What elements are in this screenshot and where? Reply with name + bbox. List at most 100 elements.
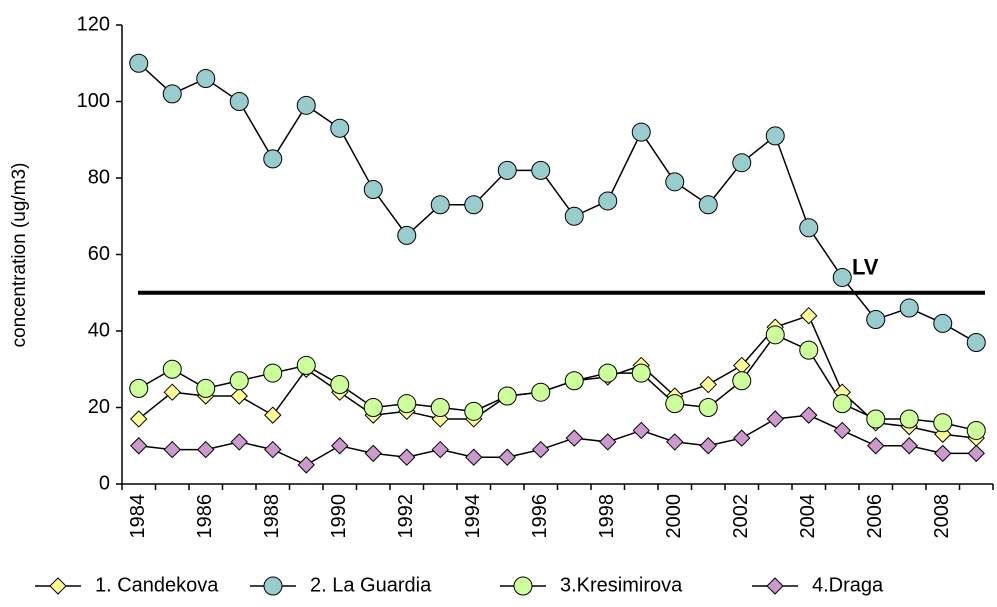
data-point <box>632 421 650 440</box>
x-tick-label: 1992 <box>395 494 417 539</box>
data-point <box>263 149 283 169</box>
y-tick-label: 20 <box>88 396 110 418</box>
data-point <box>497 386 517 406</box>
data-point <box>296 95 316 115</box>
y-tick-label: 100 <box>77 90 110 112</box>
data-point <box>866 310 886 330</box>
data-point <box>967 444 985 463</box>
data-point <box>699 375 717 394</box>
data-point <box>732 371 752 391</box>
data-point <box>296 355 316 375</box>
data-point <box>598 363 618 383</box>
data-point <box>497 160 517 180</box>
data-point <box>162 359 182 379</box>
data-point <box>765 325 785 345</box>
x-tick-label: 2006 <box>864 494 886 539</box>
legend-marker <box>263 576 283 596</box>
data-point <box>765 126 785 146</box>
y-tick-label: 80 <box>88 166 110 188</box>
data-point <box>832 267 852 287</box>
x-tick-label: 1996 <box>529 494 551 539</box>
legend-marker <box>513 576 533 596</box>
data-point <box>866 409 886 429</box>
data-point <box>130 410 148 428</box>
data-point <box>363 179 383 199</box>
series-line <box>138 62 977 344</box>
data-point <box>899 298 919 318</box>
data-point <box>330 118 350 138</box>
x-tick-label: 2008 <box>931 494 953 539</box>
data-point <box>264 406 282 424</box>
x-tick-label: 1986 <box>194 494 216 539</box>
x-tick-label: 2002 <box>730 494 752 539</box>
legend-marker <box>766 577 784 595</box>
data-point <box>867 437 885 455</box>
data-point <box>665 172 685 192</box>
data-point <box>264 440 282 459</box>
legend-label: 4.Draga <box>812 574 884 596</box>
data-point <box>162 84 182 104</box>
data-point <box>899 409 919 429</box>
x-tick-label: 1984 <box>127 494 149 539</box>
data-point <box>230 433 248 451</box>
series-line <box>138 333 977 432</box>
data-point <box>430 398 450 417</box>
legend-label: 1. Candekova <box>95 574 219 596</box>
data-point <box>364 444 382 463</box>
y-tick-label: 120 <box>77 13 110 35</box>
series-line <box>138 414 977 466</box>
data-point <box>934 444 952 463</box>
limit-label: LV <box>852 255 879 280</box>
data-point <box>800 306 818 325</box>
data-point <box>196 69 216 89</box>
data-point <box>464 195 484 215</box>
legend-label: 3.Kresimirova <box>560 574 683 596</box>
data-point <box>331 437 349 455</box>
data-point <box>565 429 583 447</box>
x-tick-label: 2004 <box>797 494 819 539</box>
data-point <box>163 383 181 401</box>
data-point <box>631 363 651 383</box>
legend-marker <box>49 577 67 595</box>
x-tick-label: 1994 <box>462 494 484 539</box>
data-point <box>430 195 450 215</box>
data-point <box>799 340 819 360</box>
data-point <box>398 448 416 466</box>
x-tick-label: 1988 <box>261 494 283 539</box>
data-point <box>163 440 181 459</box>
data-point <box>598 191 618 211</box>
data-point <box>197 440 215 459</box>
data-point <box>599 433 617 451</box>
data-point <box>832 394 852 414</box>
data-point <box>130 437 148 455</box>
data-point <box>531 160 551 180</box>
data-point <box>766 410 784 428</box>
data-point <box>532 440 550 459</box>
data-point <box>129 53 149 73</box>
data-point <box>699 437 717 455</box>
data-point <box>631 122 651 142</box>
data-point <box>665 394 685 414</box>
data-point <box>966 420 986 440</box>
data-point <box>900 437 918 455</box>
data-point <box>229 92 249 111</box>
data-point <box>431 440 449 459</box>
data-point <box>732 153 752 173</box>
data-point <box>297 456 315 474</box>
data-point <box>464 401 484 421</box>
data-point <box>698 195 718 215</box>
data-point <box>799 218 819 238</box>
data-point <box>800 406 818 424</box>
y-tick-label: 60 <box>88 243 110 265</box>
data-point <box>230 387 248 405</box>
y-tick-label: 40 <box>88 319 110 341</box>
data-point <box>498 448 516 466</box>
data-point <box>229 371 249 391</box>
data-point <box>933 413 953 433</box>
legend-label: 2. La Guardia <box>310 574 432 596</box>
data-point <box>263 363 283 383</box>
data-point <box>397 225 417 245</box>
data-point <box>666 433 684 451</box>
data-point <box>465 448 483 466</box>
